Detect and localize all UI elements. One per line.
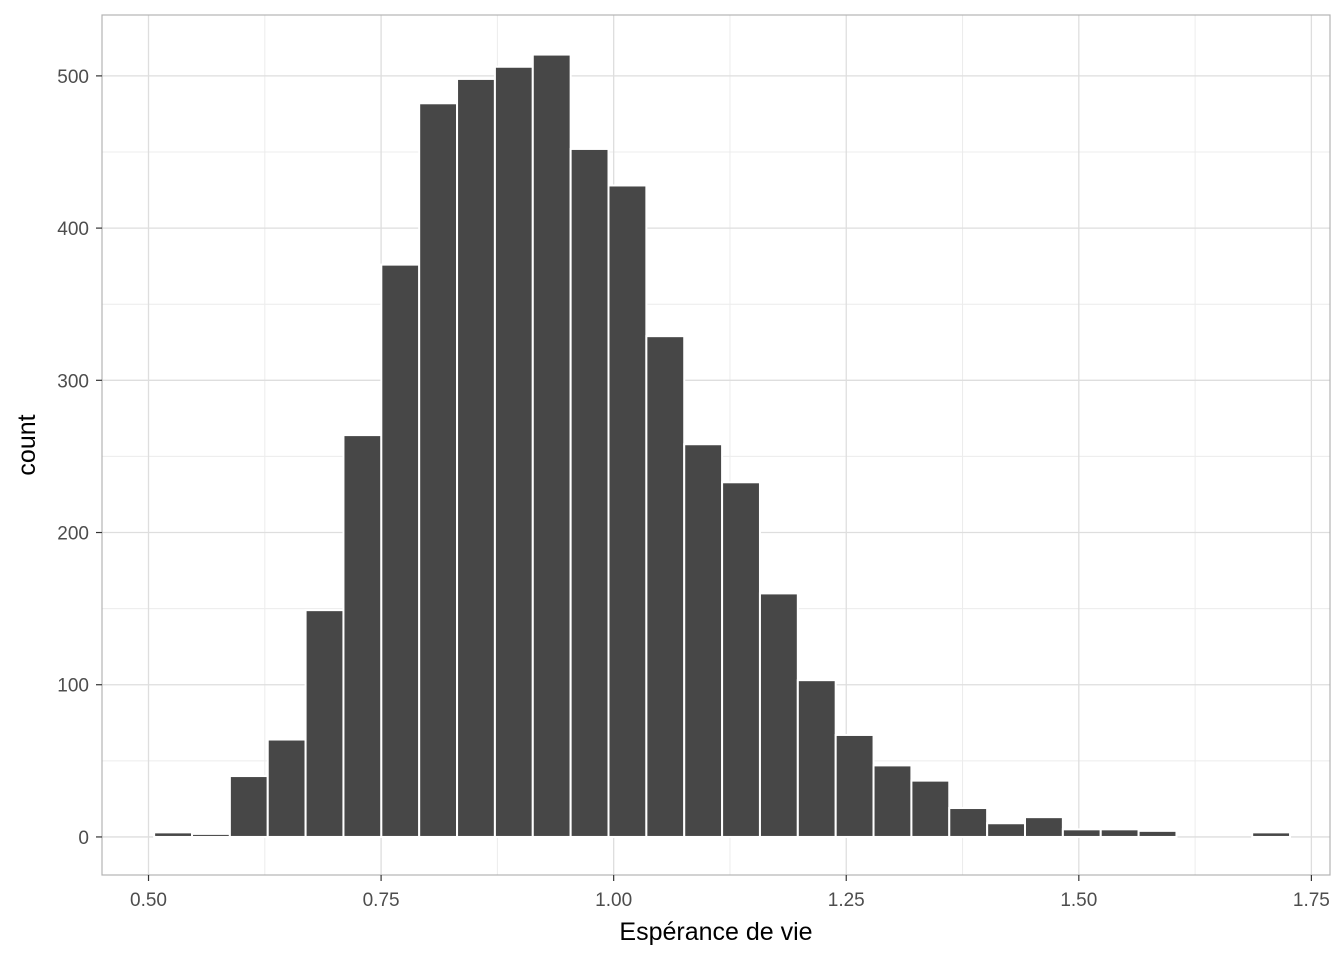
- y-axis-title: count: [13, 414, 41, 475]
- histogram-bar: [721, 481, 761, 838]
- histogram-bar: [456, 77, 496, 838]
- histogram-bar: [531, 53, 572, 838]
- histogram-bar: [153, 831, 194, 838]
- y-tick-label: 400: [57, 219, 89, 240]
- histogram-bar: [645, 335, 686, 838]
- histogram-bar: [872, 764, 913, 838]
- histogram-bar: [607, 184, 648, 838]
- x-tick-label: 0.50: [130, 890, 167, 911]
- histogram-bar: [796, 679, 837, 838]
- histogram-bars: [153, 53, 1292, 838]
- histogram-bar: [683, 443, 724, 838]
- y-tick-label: 100: [57, 676, 89, 697]
- y-axis-ticks: 0 100 200 300 400 500: [57, 67, 102, 849]
- y-tick-label: 500: [57, 67, 89, 88]
- y-tick-label: 300: [57, 371, 89, 392]
- plot-panel-border: [101, 14, 1331, 876]
- histogram-bar: [758, 592, 799, 838]
- histogram-bar: [1251, 831, 1292, 838]
- histogram-bar: [834, 733, 875, 838]
- histogram-bar: [910, 779, 951, 838]
- histogram-bar: [418, 102, 459, 838]
- x-axis-title: Espérance de vie: [619, 918, 812, 946]
- x-tick-label: 1.25: [828, 890, 865, 911]
- x-tick-label: 1.00: [595, 890, 632, 911]
- histogram-bar: [191, 832, 231, 838]
- histogram-bar: [304, 609, 345, 838]
- histogram-bar: [948, 807, 989, 838]
- histogram-bar: [342, 434, 383, 838]
- histogram-bar: [266, 738, 307, 838]
- y-tick-label: 200: [57, 524, 89, 545]
- histogram-bar: [1137, 829, 1178, 838]
- histogram-bar: [228, 775, 269, 838]
- histogram-bar: [986, 822, 1027, 838]
- x-axis-ticks: 0.50 0.75 1.00 1.25 1.50 1.75: [130, 875, 1330, 911]
- histogram-bar: [569, 147, 610, 838]
- x-tick-label: 0.75: [363, 890, 400, 911]
- histogram-bar: [1099, 828, 1140, 838]
- x-tick-label: 1.50: [1060, 890, 1097, 911]
- x-tick-label: 1.75: [1293, 890, 1330, 911]
- y-tick-label: 0: [78, 828, 89, 849]
- histogram-bar: [1024, 816, 1064, 838]
- histogram-bar: [493, 65, 534, 838]
- histogram-bar: [1061, 828, 1102, 838]
- histogram-bar: [380, 263, 421, 838]
